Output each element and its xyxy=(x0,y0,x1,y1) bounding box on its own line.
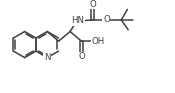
Text: OH: OH xyxy=(92,37,105,46)
Text: O: O xyxy=(89,0,96,9)
Text: N: N xyxy=(44,53,50,62)
Text: O: O xyxy=(103,15,110,24)
Text: HN: HN xyxy=(71,16,84,25)
Text: O: O xyxy=(78,52,85,61)
